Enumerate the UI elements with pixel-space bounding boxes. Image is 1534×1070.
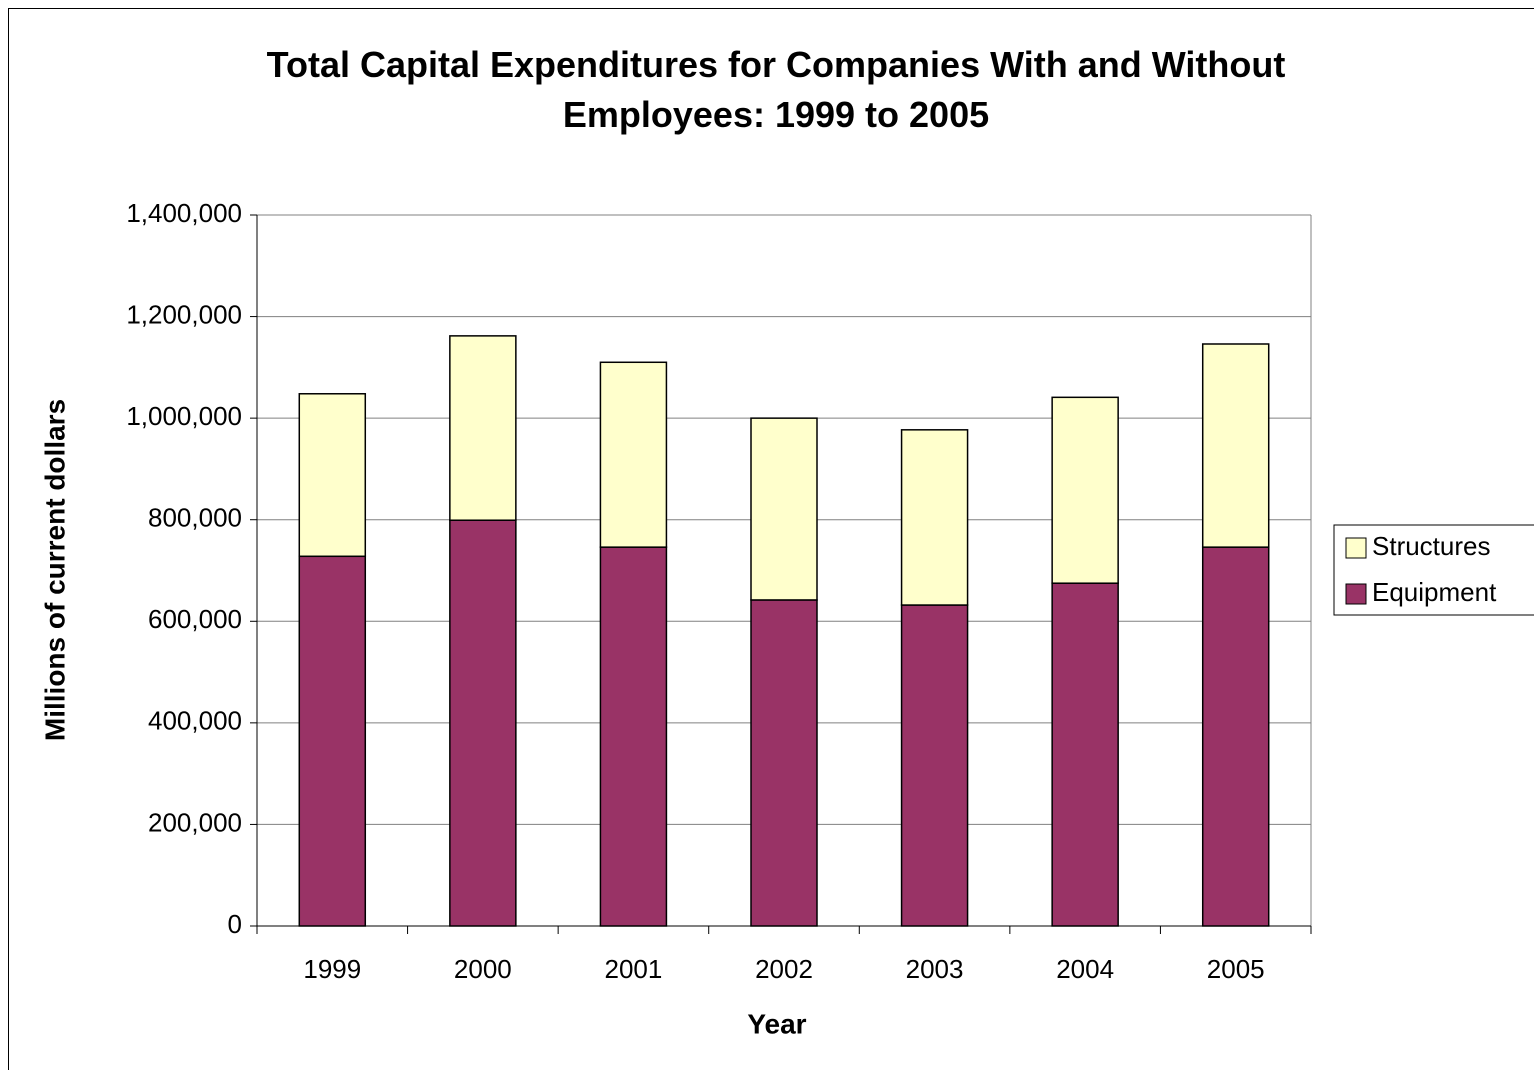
bar-segment — [1051, 582, 1119, 927]
bar-segment — [298, 555, 367, 927]
y-tick-label: 1,400,000 — [126, 198, 242, 228]
bar-segment — [900, 604, 969, 927]
bar-segment — [750, 599, 818, 927]
bar-segment — [298, 393, 367, 558]
y-tick-label: 0 — [228, 909, 242, 939]
legend-swatch — [1345, 583, 1367, 605]
x-tick-label: 2005 — [1207, 954, 1265, 984]
x-tick-label: 2004 — [1056, 954, 1114, 984]
x-tick-label: 1999 — [303, 954, 361, 984]
y-tick-label: 800,000 — [148, 503, 242, 533]
legend-label: Structures — [1372, 531, 1491, 561]
y-tick-label: 1,200,000 — [126, 299, 242, 329]
bar-segment — [449, 335, 517, 521]
y-tick-label: 1,000,000 — [126, 401, 242, 431]
bar-segment — [599, 361, 668, 548]
y-axis-title: Millions of current dollars — [39, 399, 70, 741]
bar-segment — [1201, 343, 1270, 548]
bar-segment — [900, 429, 969, 606]
x-tick-label: 2003 — [906, 954, 964, 984]
bar-segment — [449, 519, 517, 927]
bar-segment — [750, 417, 818, 601]
legend-label: Equipment — [1372, 577, 1497, 607]
y-tick-label: 600,000 — [148, 604, 242, 634]
x-tick-label: 2002 — [755, 954, 813, 984]
x-tick-label: 2001 — [605, 954, 663, 984]
y-tick-label: 400,000 — [148, 706, 242, 736]
chart-title: Total Capital Expenditures for Companies… — [266, 44, 1286, 135]
x-axis-title: Year — [747, 1008, 806, 1039]
legend-swatch — [1345, 537, 1367, 559]
bar-segment — [1201, 546, 1270, 927]
bar-segment — [599, 546, 668, 927]
chart-border — [8, 8, 1534, 1070]
legend-box — [1333, 524, 1534, 616]
y-tick-label: 200,000 — [148, 807, 242, 837]
x-tick-label: 2000 — [454, 954, 512, 984]
bar-segment — [1051, 396, 1119, 584]
